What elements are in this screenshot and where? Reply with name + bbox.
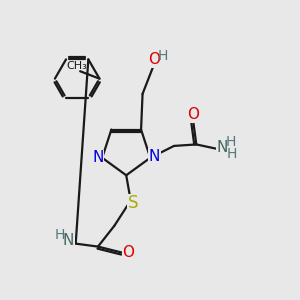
Text: H: H	[158, 49, 168, 63]
Text: H: H	[226, 135, 236, 149]
Text: O: O	[123, 245, 135, 260]
Text: N: N	[217, 140, 228, 155]
Text: N: N	[92, 150, 103, 165]
Text: N: N	[63, 233, 74, 248]
Text: H: H	[226, 147, 237, 160]
Text: S: S	[128, 194, 138, 212]
Text: O: O	[187, 107, 199, 122]
Text: O: O	[148, 52, 160, 67]
Text: H: H	[55, 228, 65, 242]
Text: CH₃: CH₃	[67, 61, 88, 71]
Text: N: N	[148, 149, 160, 164]
